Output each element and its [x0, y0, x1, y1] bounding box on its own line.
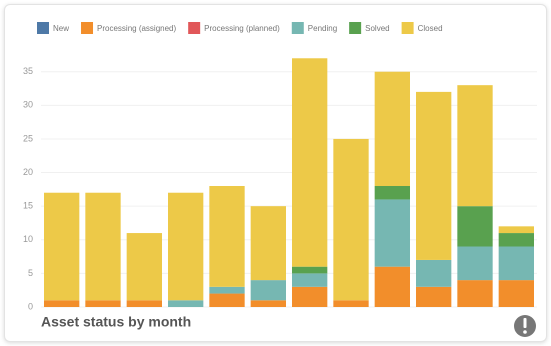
bar-segment: [498, 280, 534, 307]
bar-segment: [44, 192, 80, 301]
bar-segment: [333, 138, 369, 301]
y-tick-label: 10: [23, 234, 33, 244]
bar-segment: [250, 206, 286, 281]
legend-label: Processing (planned): [204, 24, 280, 33]
y-tick-label: 30: [23, 100, 33, 110]
bar-segment: [333, 300, 369, 307]
bar-segment: [126, 300, 162, 307]
bar-segment: [209, 186, 245, 287]
bar-segment: [292, 266, 328, 274]
card: Asset status by month 0 5 10 15 20 25 30 35 New P…: [4, 4, 547, 342]
chart: Asset status by month 0 5 10 15 20 25 30 35 New P…: [23, 22, 537, 337]
legend-swatch: [188, 22, 201, 34]
legend-label: Processing (assigned): [97, 24, 176, 33]
y-tick-label: 5: [28, 268, 33, 278]
y-tick-label: 15: [23, 201, 33, 211]
bar-segment: [374, 266, 410, 307]
legend-swatch: [81, 22, 94, 34]
bar-segment: [374, 186, 410, 200]
bar-segment: [85, 192, 121, 301]
bar-segment: [374, 71, 410, 186]
y-tick-label: 35: [23, 66, 33, 76]
bar-segment: [209, 286, 245, 294]
bar-segment: [292, 58, 328, 267]
legend-label: New: [53, 24, 69, 33]
bar-segment: [250, 300, 286, 307]
bar-segment: [457, 246, 493, 281]
bar-segment: [416, 259, 452, 287]
y-tick-label: 20: [23, 167, 33, 177]
bar-segment: [457, 85, 493, 207]
bar-segment: [168, 192, 204, 301]
bar-segment: [374, 199, 410, 267]
bar-segment: [168, 300, 204, 307]
legend-swatch: [291, 22, 304, 34]
bar-segment: [498, 246, 534, 281]
chart-title: Asset status by month: [41, 314, 191, 330]
bar-segment: [416, 91, 452, 260]
bar-segment: [498, 226, 534, 234]
bar-segment: [209, 293, 245, 307]
bar-segment: [250, 280, 286, 301]
legend-label: Pending: [308, 24, 337, 33]
bar-segment: [292, 286, 328, 307]
y-tick-label: 0: [28, 301, 33, 311]
bar-segment: [498, 233, 534, 247]
bar-segment: [85, 300, 121, 307]
bar-segment: [126, 233, 162, 301]
y-tick-label: 25: [23, 133, 33, 143]
legend-swatch: [401, 22, 414, 34]
bar-segment: [416, 286, 452, 307]
legend-label: Solved: [365, 24, 389, 33]
legend-swatch: [37, 22, 49, 34]
bar-segment: [457, 206, 493, 247]
legend-label: Closed: [418, 24, 443, 33]
bar-segment: [44, 300, 80, 307]
bar-segment: [292, 273, 328, 287]
info-icon[interactable]: [514, 315, 536, 337]
bar-segment: [457, 280, 493, 307]
legend-swatch: [349, 22, 362, 34]
